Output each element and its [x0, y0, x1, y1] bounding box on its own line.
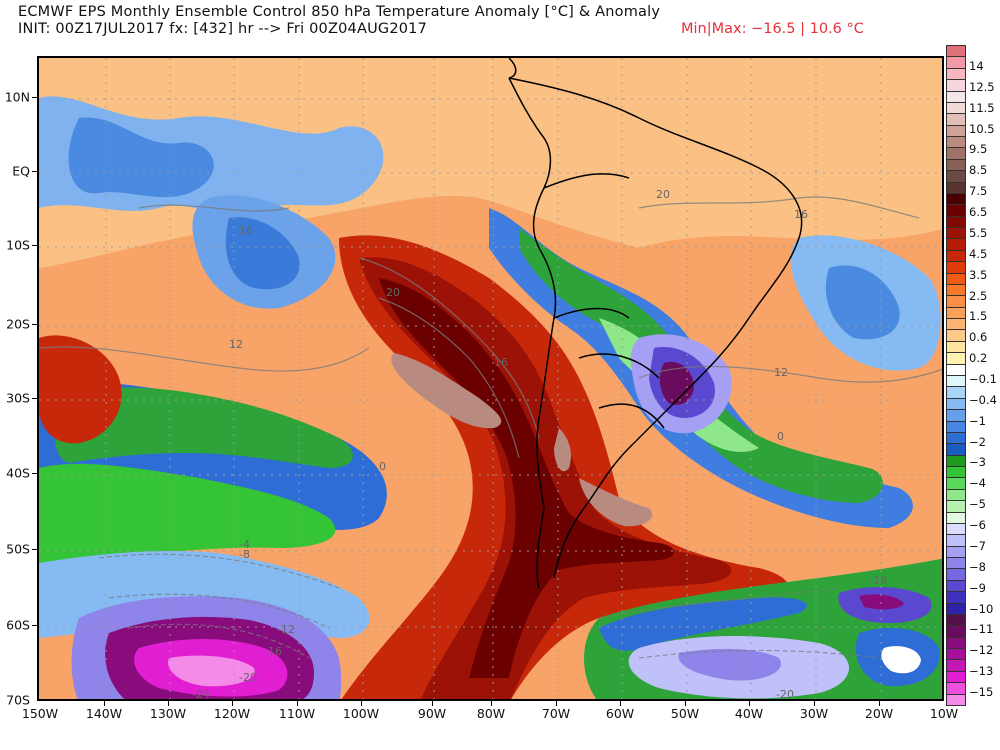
colorbar-label: 7.5 [969, 184, 988, 199]
lon-tick [685, 701, 686, 706]
lon-label: 20W [864, 706, 894, 721]
colorbar-label: 6.5 [969, 205, 988, 220]
lon-label: 90W [417, 706, 447, 721]
lat-tick [32, 324, 38, 325]
lon-tick [232, 701, 233, 706]
lat-tick [32, 549, 38, 550]
lon-tick [814, 701, 815, 706]
lat-tick [32, 171, 38, 172]
lon-tick [104, 701, 105, 706]
lon-label: 10W [929, 706, 959, 721]
lon-label: 60W [605, 706, 635, 721]
lon-label: 120W [213, 706, 251, 721]
lat-label: 10N [4, 89, 30, 105]
colorbar-label: 12.5 [969, 79, 995, 94]
colorbar-label: −4 [969, 476, 986, 491]
colorbar-label: −8 [969, 559, 986, 574]
init-forecast-line: INIT: 00Z17JUL2017 fx: [432] hr --> Fri … [18, 21, 428, 37]
lat-label: 40S [6, 465, 30, 481]
lat-tick [32, 625, 38, 626]
lat-label: 10S [6, 237, 30, 253]
colorbar-label: −11 [969, 622, 994, 637]
svg-text:-20: -20 [776, 688, 794, 701]
colorbar-label: 1.5 [969, 309, 988, 324]
lat-label: 30S [6, 390, 30, 406]
svg-text:-24: -24 [192, 688, 210, 701]
lat-tick [32, 398, 38, 399]
map-title: ECMWF EPS Monthly Ensemble Control 850 h… [18, 4, 661, 20]
svg-text:12: 12 [229, 338, 243, 351]
colorbar-label: −1 [969, 413, 986, 428]
lon-tick [620, 701, 621, 706]
colorbar-label: −2 [969, 434, 986, 449]
colorbar-label: 8.5 [969, 163, 988, 178]
colorbar-label: −9 [969, 580, 986, 595]
lat-tick [32, 97, 38, 98]
svg-text:-16: -16 [869, 574, 887, 587]
colorbar-label: −12 [969, 643, 994, 658]
lon-tick [879, 701, 880, 706]
svg-text:20: 20 [386, 286, 400, 299]
svg-text:12: 12 [774, 366, 788, 379]
colorbar-label: 0.6 [969, 330, 988, 345]
colorbar-label: −5 [969, 497, 986, 512]
colorbar-label: −7 [969, 538, 986, 553]
svg-text:0: 0 [379, 460, 386, 473]
colorbar-label: −15 [969, 685, 994, 699]
lon-label: 50W [670, 706, 700, 721]
lon-label: 100W [342, 706, 380, 721]
lat-tick [32, 245, 38, 246]
colorbar-label: 9.5 [969, 142, 988, 157]
lat-label: 70S [6, 692, 30, 708]
min-max-label: Min|Max: −16.5 | 10.6 °C [681, 21, 864, 37]
svg-text:-20: -20 [239, 671, 257, 684]
colorbar-label: 4.5 [969, 246, 988, 261]
lon-label: 150W [21, 706, 59, 721]
lat-label: 60S [6, 617, 30, 633]
colorbar-label: 3.5 [969, 267, 988, 282]
lat-label: 50S [6, 541, 30, 557]
svg-text:16: 16 [494, 356, 508, 369]
temperature-anomaly-map: 20 16 16 12 12 16 20 0 0 -4 -8 -12 -16 -… [37, 56, 944, 701]
svg-text:-12: -12 [277, 623, 295, 636]
colorbar-label: 2.5 [969, 288, 988, 303]
colorbar-label: 14 [969, 59, 984, 73]
colorbar-label: −10 [969, 601, 994, 616]
lon-tick [432, 701, 433, 706]
lon-label: 130W [149, 706, 187, 721]
lon-label: 110W [278, 706, 316, 721]
lon-label: 30W [799, 706, 829, 721]
colorbar-label: 11.5 [969, 100, 995, 115]
anomaly-field: 20 16 16 12 12 16 20 0 0 -4 -8 -12 -16 -… [39, 58, 942, 701]
lon-label: 70W [541, 706, 571, 721]
lon-tick [168, 701, 169, 706]
lat-tick [32, 473, 38, 474]
svg-text:-4: -4 [239, 538, 250, 551]
svg-text:20: 20 [656, 188, 670, 201]
lon-tick [297, 701, 298, 706]
colorbar-label: −13 [969, 664, 994, 679]
lat-label: EQ [12, 163, 30, 179]
lon-tick [491, 701, 492, 706]
colorbar-label: −0.1 [969, 372, 997, 386]
svg-text:16: 16 [239, 224, 253, 237]
colorbar-label: −3 [969, 455, 986, 470]
colorbar-label: −0.4 [969, 392, 997, 407]
colorbar-swatch [946, 693, 966, 706]
lon-tick [749, 701, 750, 706]
svg-text:0: 0 [777, 430, 784, 443]
lon-label: 40W [734, 706, 764, 721]
lat-label: 20S [6, 316, 30, 332]
colorbar-label: −6 [969, 518, 986, 533]
lon-label: 140W [85, 706, 123, 721]
lon-label: 80W [476, 706, 506, 721]
colorbar-label: 10.5 [969, 121, 995, 136]
svg-text:-8: -8 [239, 548, 250, 561]
colorbar-label: 0.2 [969, 351, 988, 366]
lon-tick [556, 701, 557, 706]
lon-tick [361, 701, 362, 706]
colorbar-label: 5.5 [969, 225, 988, 240]
svg-text:-16: -16 [264, 645, 282, 658]
